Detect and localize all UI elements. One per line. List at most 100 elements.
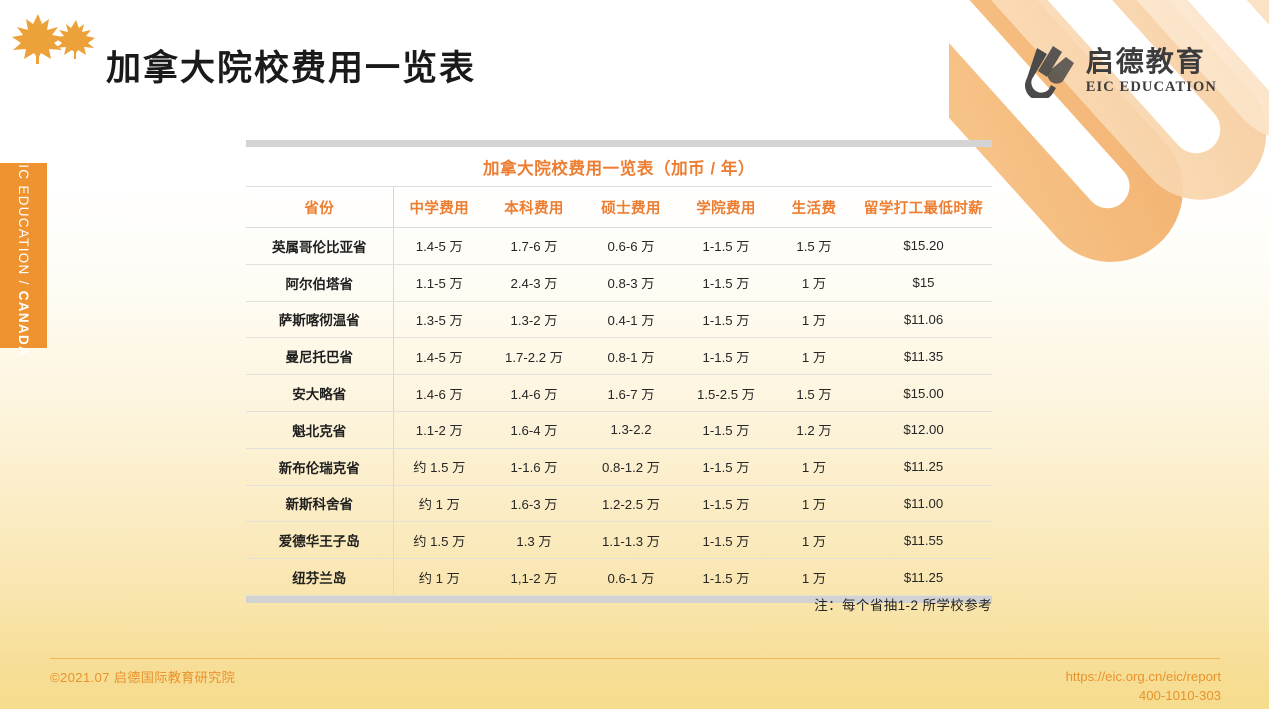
cell-college: 1-1.5 万: [679, 448, 773, 486]
column-header-bachelor: 本科费用: [485, 186, 583, 228]
column-header-college: 学院费用: [679, 186, 773, 228]
cell-wage: $11.25: [855, 448, 993, 486]
cell-living: 1 万: [773, 337, 855, 376]
footer-phone: 400-1010-303: [1138, 688, 1221, 704]
table-top-rule: [246, 140, 992, 147]
cell-bachelor: 1,1-2 万: [485, 558, 583, 596]
cell-college: 1-1.5 万: [679, 301, 773, 339]
column-header-living: 生活费: [773, 186, 855, 228]
brand-logo: 启德教育 EIC EDUCATION: [1020, 44, 1217, 98]
cell-province: 萨斯喀彻温省: [246, 301, 394, 339]
cell-wage: $15.20: [855, 227, 993, 265]
table-caption: 加拿大院校费用一览表（加币 / 年）: [482, 159, 756, 178]
footer-contact: https://eic.org.cn/eic/report 400-1010-3…: [1066, 667, 1221, 705]
table-row: 萨斯喀彻温省 1.3-5 万 1.3-2 万 0.4-1 万 1-1.5 万 1…: [246, 301, 993, 339]
cell-highschool: 1.1-5 万: [393, 264, 485, 302]
cell-master: 0.6-1 万: [583, 558, 679, 596]
cell-master: 0.8-3 万: [583, 264, 679, 302]
table-row: 安大略省 1.4-6 万 1.4-6 万 1.6-7 万 1.5-2.5 万 1…: [246, 374, 993, 412]
table-row: 英属哥伦比亚省 1.4-5 万 1.7-6 万 0.6-6 万 1-1.5 万 …: [246, 227, 993, 265]
cell-highschool: 约 1 万: [393, 558, 485, 596]
fee-table: 加拿大院校费用一览表（加币 / 年） 省份 中学费用 本科费用 硕士费用 学院费…: [246, 147, 993, 596]
cell-college: 1-1.5 万: [679, 337, 773, 376]
cell-master: 1.3-2.2: [583, 411, 679, 449]
cell-wage: $11.00: [855, 485, 993, 523]
cell-province: 新布伦瑞克省: [246, 448, 394, 486]
cell-province: 纽芬兰岛: [246, 558, 394, 596]
cell-province: 阿尔伯塔省: [246, 264, 394, 302]
table-row: 爱德华王子岛 约 1.5 万 1.3 万 1.1-1.3 万 1-1.5 万 1…: [246, 521, 993, 560]
cell-province: 安大略省: [246, 374, 394, 412]
maple-leaf-icon: [8, 10, 100, 68]
cell-bachelor: 1-1.6 万: [485, 448, 583, 486]
cell-highschool: 约 1.5 万: [393, 448, 485, 486]
cell-highschool: 约 1 万: [393, 485, 485, 523]
table-row: 新斯科舍省 约 1 万 1.6-3 万 1.2-2.5 万 1-1.5 万 1 …: [246, 485, 993, 523]
table-row: 曼尼托巴省 1.4-5 万 1.7-2.2 万 0.8-1 万 1-1.5 万 …: [246, 337, 993, 376]
cell-wage: $11.55: [855, 521, 993, 560]
cell-bachelor: 1.7-2.2 万: [485, 337, 583, 376]
cell-living: 1.5 万: [773, 227, 855, 265]
cell-wage: $11.06: [855, 301, 993, 339]
page-title: 加拿大院校费用一览表: [106, 49, 477, 88]
cell-living: 1 万: [773, 521, 855, 560]
cell-wage: $11.35: [855, 337, 993, 376]
cell-bachelor: 1.6-4 万: [485, 411, 583, 449]
footer-url[interactable]: https://eic.org.cn/eic/report: [1065, 669, 1221, 684]
fee-table-container: 加拿大院校费用一览表（加币 / 年） 省份 中学费用 本科费用 硕士费用 学院费…: [246, 140, 993, 603]
cell-wage: $15: [855, 264, 993, 302]
cell-master: 0.8-1.2 万: [583, 448, 679, 486]
cell-living: 1 万: [773, 448, 855, 486]
footer-copyright: ©2021.07 启德国际教育研究院: [50, 670, 236, 685]
cell-highschool: 1.4-6 万: [393, 374, 485, 412]
cell-master: 1.2-2.5 万: [583, 485, 679, 523]
cell-province: 英属哥伦比亚省: [246, 227, 394, 265]
cell-bachelor: 1.6-3 万: [485, 485, 583, 523]
table-header-row: 省份 中学费用 本科费用 硕士费用 学院费用 生活费 留学打工最低时薪: [246, 186, 993, 228]
cell-highschool: 1.3-5 万: [393, 301, 485, 339]
cell-living: 1 万: [773, 485, 855, 523]
cell-bachelor: 1.7-6 万: [485, 227, 583, 265]
column-header-province: 省份: [246, 186, 394, 228]
cell-highschool: 1.4-5 万: [393, 227, 485, 265]
cell-master: 1.1-1.3 万: [583, 521, 679, 560]
side-tab-highlight: CANADA: [16, 290, 32, 358]
logo-text-cn: 启德教育: [1085, 45, 1206, 77]
cell-college: 1-1.5 万: [679, 264, 773, 302]
cell-province: 新斯科舍省: [246, 485, 394, 523]
column-header-highschool: 中学费用: [393, 186, 485, 228]
cell-highschool: 1.1-2 万: [393, 411, 485, 449]
cell-province: 曼尼托巴省: [246, 337, 394, 376]
eic-logo-mark: [1024, 46, 1074, 98]
cell-college: 1-1.5 万: [679, 227, 773, 265]
table-row: 新布伦瑞克省 约 1.5 万 1-1.6 万 0.8-1.2 万 1-1.5 万…: [246, 448, 993, 486]
cell-bachelor: 1.3 万: [485, 521, 583, 560]
cell-wage: $15.00: [855, 374, 993, 412]
cell-highschool: 约 1.5 万: [393, 521, 485, 560]
cell-master: 0.4-1 万: [583, 301, 679, 339]
cell-master: 0.6-6 万: [583, 227, 679, 265]
logo-text-en: EIC EDUCATION: [1085, 78, 1217, 95]
table-row: 阿尔伯塔省 1.1-5 万 2.4-3 万 0.8-3 万 1-1.5 万 1 …: [246, 264, 993, 302]
table-row: 纽芬兰岛 约 1 万 1,1-2 万 0.6-1 万 1-1.5 万 1 万 $…: [246, 558, 993, 596]
column-header-wage: 留学打工最低时薪: [855, 186, 993, 228]
column-header-master: 硕士费用: [583, 186, 679, 228]
cell-college: 1-1.5 万: [679, 521, 773, 560]
cell-wage: $12.00: [855, 411, 993, 449]
cell-living: 1 万: [773, 264, 855, 302]
cell-living: 1.5 万: [773, 374, 855, 412]
cell-bachelor: 2.4-3 万: [485, 264, 583, 302]
cell-college: 1-1.5 万: [679, 411, 773, 449]
cell-highschool: 1.4-5 万: [393, 337, 485, 376]
cell-college: 1.5-2.5 万: [679, 374, 773, 412]
cell-province: 魁北克省: [246, 411, 394, 449]
table-row: 魁北克省 1.1-2 万 1.6-4 万 1.3-2.2 1-1.5 万 1.2…: [246, 411, 993, 449]
cell-living: 1 万: [773, 558, 855, 596]
footer-divider: [50, 658, 1220, 659]
cell-college: 1-1.5 万: [679, 558, 773, 596]
side-tab-prefix: EIC EDUCATION /: [16, 153, 32, 291]
table-note: 注：每个省抽1-2 所学校参考: [814, 598, 992, 613]
side-tab-canada: EIC EDUCATION / CANADA: [0, 154, 47, 357]
table-bottom-rule: [246, 595, 992, 603]
